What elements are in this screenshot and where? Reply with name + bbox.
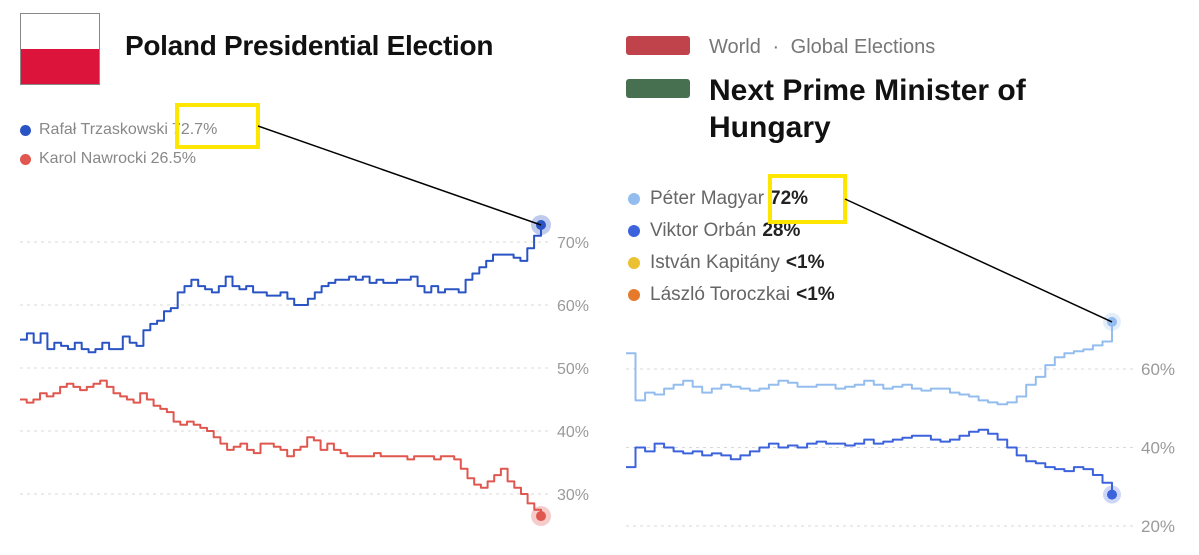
- left-chart-title: Poland Presidential Election: [125, 30, 494, 61]
- left-line-chart: 30% 40% 50% 60% 70%: [20, 214, 589, 527]
- legend-dot-icon: [628, 257, 640, 269]
- left-legend: Rafał Trzaskowski 72.7% Karol Nawrocki 2…: [20, 119, 217, 170]
- legend-item-magyar[interactable]: Péter Magyar 72%: [628, 187, 835, 211]
- y-tick-label: 70%: [557, 235, 589, 252]
- legend-name: Viktor Orbán: [650, 220, 757, 241]
- legend-dot-icon: [628, 225, 640, 237]
- series-endpoint-1[interactable]: [1107, 489, 1117, 500]
- y-tick-label: 40%: [557, 424, 589, 441]
- right-line-chart: 20% 40% 60%: [626, 312, 1175, 536]
- legend-name: Karol Nawrocki: [39, 150, 147, 167]
- y-tick-label: 40%: [1141, 439, 1175, 458]
- poland-flag-icon: [20, 13, 100, 85]
- legend-dot-icon: [628, 193, 640, 205]
- hungary-flag-red-stripe: [626, 36, 690, 55]
- breadcrumb-world[interactable]: World: [709, 36, 761, 58]
- right-chart-title: Next Prime Minister of Hungary: [709, 72, 1089, 146]
- series-line-0: [20, 225, 542, 354]
- connector-line: [257, 125, 542, 226]
- legend-value: <1%: [785, 252, 825, 273]
- legend-value: 72.7%: [171, 121, 218, 138]
- legend-item-trzaskowski[interactable]: Rafał Trzaskowski 72.7%: [20, 119, 217, 141]
- series-line-1: [20, 379, 542, 516]
- hungary-flag-green-stripe: [626, 79, 690, 98]
- legend-item-orban[interactable]: Viktor Orbán 28%: [628, 219, 835, 243]
- breadcrumb-global-elections[interactable]: Global Elections: [790, 36, 936, 58]
- legend-value: 72%: [770, 188, 809, 209]
- y-tick-label: 50%: [557, 361, 589, 378]
- legend-item-nawrocki[interactable]: Karol Nawrocki 26.5%: [20, 148, 217, 170]
- legend-dot-icon: [20, 153, 31, 165]
- y-tick-label: 60%: [1141, 360, 1175, 379]
- y-tick-label: 60%: [557, 298, 589, 315]
- legend-name: László Toroczkai: [650, 284, 791, 305]
- y-tick-label: 30%: [557, 487, 589, 504]
- right-legend: Péter Magyar 72% Viktor Orbán 28% István…: [628, 187, 835, 307]
- breadcrumb-separator: ·: [772, 36, 780, 58]
- legend-item-kapitany[interactable]: István Kapitány <1%: [628, 251, 835, 275]
- series-line-1: [626, 428, 1113, 495]
- series-line-0: [626, 321, 1113, 406]
- legend-value: 26.5%: [150, 150, 196, 167]
- y-tick-label: 20%: [1141, 517, 1175, 536]
- breadcrumb: World · Global Elections: [709, 36, 935, 59]
- legend-dot-icon: [20, 124, 31, 136]
- legend-name: Péter Magyar: [650, 188, 765, 209]
- highlight-box-trzaskowski: [175, 103, 260, 149]
- legend-item-toroczkai[interactable]: László Toroczkai <1%: [628, 283, 835, 307]
- legend-value: 28%: [762, 220, 801, 241]
- legend-dot-icon: [628, 289, 640, 301]
- series-endpoint-1[interactable]: [536, 511, 546, 522]
- right-title-line2: Hungary: [709, 111, 831, 144]
- legend-name: István Kapitány: [650, 252, 780, 273]
- legend-name: Rafał Trzaskowski: [39, 121, 168, 138]
- legend-value: <1%: [796, 284, 835, 305]
- highlight-box-magyar: [768, 174, 847, 224]
- right-title-line1: Next Prime Minister of: [709, 74, 1026, 107]
- connector-line: [844, 198, 1113, 323]
